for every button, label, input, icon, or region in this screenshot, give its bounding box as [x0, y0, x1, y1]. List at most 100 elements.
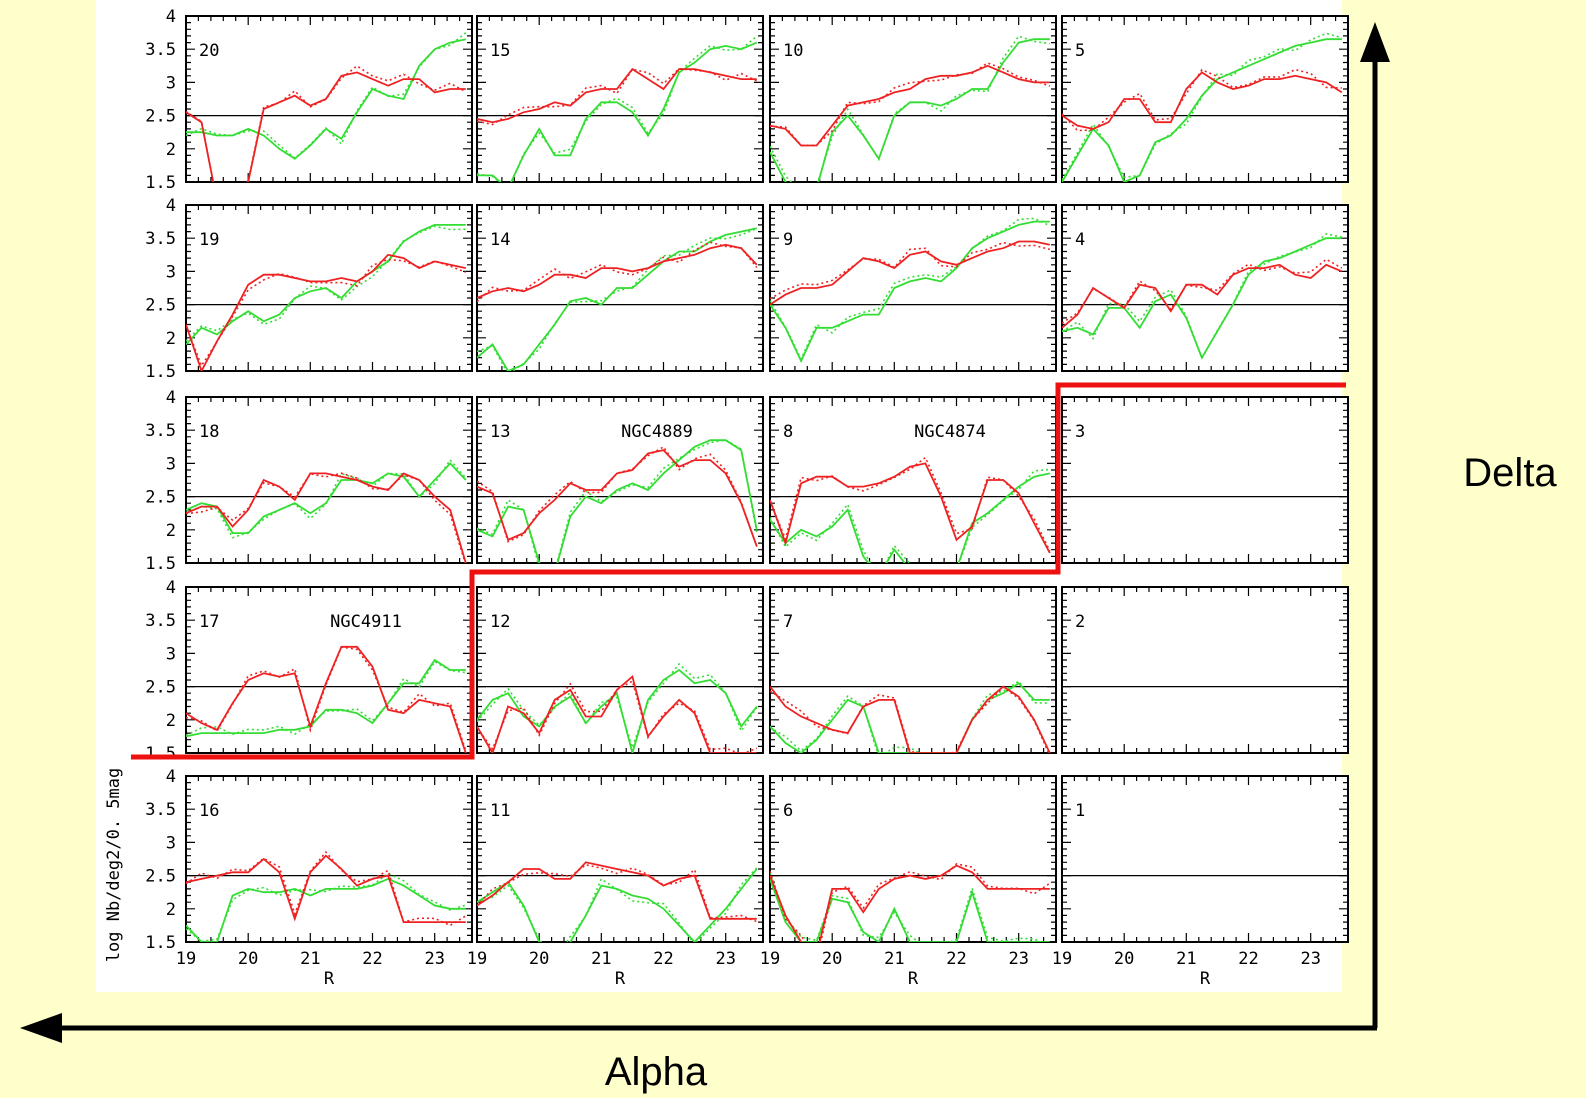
- red-solid-series: [770, 685, 1051, 753]
- panel-plot-area: [477, 35, 758, 182]
- panel-frame: [1061, 396, 1349, 564]
- red-solid-series: [477, 861, 757, 920]
- panel-1: 1 19 20 21 22 23 R: [1052, 775, 1349, 989]
- panel-plot-area: [477, 227, 758, 371]
- y-tick-label: 3: [166, 833, 176, 853]
- y-tick-label: 3: [166, 454, 176, 474]
- tick-marks: [476, 204, 764, 372]
- y-tick-label: 3.5: [145, 800, 176, 820]
- green-solid-series: [186, 877, 466, 942]
- y-tick-label: 1.5: [145, 173, 176, 193]
- x-tick-label: 19: [176, 949, 196, 969]
- green-solid-series: [770, 472, 1050, 563]
- panel-id-label: 7: [783, 612, 793, 632]
- delta-label: Delta: [1463, 451, 1557, 495]
- y-tick-label: 3.5: [145, 229, 176, 249]
- alpha-label: Alpha: [605, 1050, 708, 1094]
- green-solid-series: [477, 227, 757, 371]
- x-tick-label: 20: [238, 949, 258, 969]
- tick-marks: [1061, 15, 1349, 183]
- panel-plot-area: [477, 861, 758, 942]
- panel-plot-area: [186, 850, 467, 942]
- panel-id-label: 20: [199, 41, 219, 61]
- panel-frame: [1061, 204, 1349, 372]
- tick-marks: [1061, 586, 1349, 754]
- panel-plot-area: [770, 217, 1051, 364]
- x-axis-label: R: [324, 969, 335, 989]
- green-solid-series: [1062, 38, 1342, 182]
- y-tick-label: 3: [166, 73, 176, 93]
- red-solid-series: [186, 253, 466, 371]
- y-tick-label: 2.5: [145, 296, 176, 316]
- x-tick-label: 19: [467, 949, 487, 969]
- panel-plot-area: [186, 224, 467, 371]
- green-solid-series: [770, 220, 1050, 364]
- panel-frame: [185, 15, 473, 183]
- y-tick-label: 4: [166, 7, 176, 27]
- red-solid-series: [770, 64, 1050, 147]
- tick-marks: [476, 15, 764, 183]
- green-dotted-series: [477, 662, 758, 751]
- panel-plot-area: [770, 35, 1051, 182]
- green-solid-series: [186, 658, 466, 738]
- galaxy-label: NGC4911: [330, 612, 402, 632]
- y-tick-label: 4: [166, 196, 176, 216]
- panel-plot-area: [186, 645, 467, 753]
- x-tick-label: 23: [424, 949, 444, 969]
- tick-marks: [769, 396, 1057, 564]
- panel-7: 7: [769, 586, 1057, 754]
- x-axis-label: R: [908, 969, 919, 989]
- panel-frame: [476, 586, 764, 754]
- red-solid-series: [186, 472, 467, 563]
- green-dotted-series: [186, 660, 466, 737]
- y-tick-label: 4: [166, 578, 176, 598]
- panel-id-label: 6: [783, 801, 793, 821]
- tick-marks: [1061, 204, 1349, 372]
- panel-3: 3: [1061, 396, 1349, 564]
- green-solid-series: [186, 224, 466, 346]
- panel-id-label: 11: [490, 801, 510, 821]
- panel-2: 2: [1061, 586, 1349, 754]
- delta-arrow-head-icon: [1360, 22, 1390, 62]
- panel-id-label: 19: [199, 230, 219, 250]
- red-solid-series: [477, 243, 758, 299]
- green-solid-series: [186, 38, 466, 160]
- panel-id-label: 4: [1075, 230, 1085, 250]
- panel-id-label: 3: [1075, 422, 1085, 442]
- panel-14: 14: [476, 204, 764, 372]
- x-tick-label: 21: [591, 949, 611, 969]
- x-tick-label: 22: [1238, 949, 1258, 969]
- y-tick-label: 3.5: [145, 611, 176, 631]
- panel-6: 6 19 20 21 22 23 R: [760, 775, 1057, 989]
- x-tick-label: 21: [884, 949, 904, 969]
- panel-4: 4: [1061, 204, 1349, 372]
- y-tick-label: 3: [166, 262, 176, 282]
- panel-frame: [185, 586, 473, 754]
- galaxy-label: NGC4889: [621, 422, 693, 442]
- green-solid-series: [477, 41, 758, 182]
- panel-plot-area: [770, 863, 1051, 942]
- x-tick-label: 20: [1114, 949, 1134, 969]
- y-tick-label: 4: [166, 767, 176, 787]
- green-solid-series: [477, 439, 758, 563]
- y-axis-label: log Nb/deg2/0. 5mag: [104, 768, 124, 962]
- red-solid-series: [186, 71, 466, 182]
- panel-id-label: 15: [490, 41, 510, 61]
- y-tick-label: 2: [166, 140, 176, 160]
- green-solid-series: [770, 682, 1050, 753]
- galaxy-label: NGC4874: [914, 422, 986, 442]
- y-tick-label: 3: [166, 644, 176, 664]
- panel-id-label: 16: [199, 801, 219, 821]
- x-tick-label: 21: [300, 949, 320, 969]
- panel-frame: [476, 775, 764, 943]
- y-tick-label: 1.5: [145, 933, 176, 953]
- panel-frame: [769, 15, 1057, 183]
- tick-marks: [769, 586, 1057, 754]
- panel-id-label: 2: [1075, 612, 1085, 632]
- red-solid-series: [1062, 71, 1343, 130]
- x-tick-label: 22: [653, 949, 673, 969]
- panel-id-label: 1: [1075, 801, 1085, 821]
- red-solid-series: [770, 864, 1050, 942]
- panel-19: 19 1.5 2 2.5 3 3.5 4: [145, 196, 473, 382]
